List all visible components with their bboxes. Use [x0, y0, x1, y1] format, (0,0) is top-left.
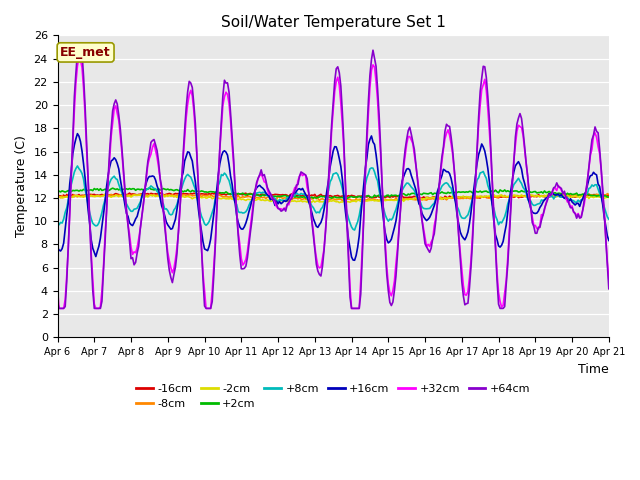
- -2cm: [544, 192, 552, 197]
- +64cm: [70, 94, 78, 99]
- -16cm: [605, 192, 612, 198]
- -2cm: [388, 197, 396, 203]
- -8cm: [539, 193, 547, 199]
- +64cm: [75, 44, 83, 50]
- +32cm: [70, 107, 78, 113]
- +16cm: [605, 238, 612, 243]
- -16cm: [54, 192, 61, 198]
- -16cm: [440, 196, 447, 202]
- +8cm: [389, 215, 397, 221]
- Title: Soil/Water Temperature Set 1: Soil/Water Temperature Set 1: [221, 15, 445, 30]
- +8cm: [69, 176, 77, 181]
- Line: -8cm: -8cm: [58, 193, 609, 201]
- +64cm: [389, 299, 397, 305]
- Line: +8cm: +8cm: [58, 166, 609, 230]
- Y-axis label: Temperature (C): Temperature (C): [15, 135, 28, 237]
- +32cm: [371, 64, 378, 70]
- +2cm: [605, 194, 612, 200]
- -8cm: [54, 194, 61, 200]
- +2cm: [401, 192, 409, 198]
- -16cm: [156, 190, 164, 196]
- +32cm: [55, 305, 63, 311]
- +8cm: [541, 197, 548, 203]
- +32cm: [605, 276, 612, 282]
- +64cm: [55, 305, 63, 311]
- +2cm: [145, 185, 153, 191]
- -16cm: [541, 194, 548, 200]
- -2cm: [369, 197, 377, 203]
- +16cm: [389, 231, 397, 237]
- +64cm: [371, 56, 378, 61]
- +8cm: [371, 169, 378, 175]
- +64cm: [401, 146, 409, 152]
- +16cm: [351, 257, 358, 263]
- +64cm: [54, 299, 61, 305]
- +32cm: [75, 54, 83, 60]
- +2cm: [343, 195, 351, 201]
- +64cm: [605, 286, 612, 292]
- -2cm: [156, 194, 164, 200]
- +64cm: [159, 206, 167, 212]
- +8cm: [401, 182, 409, 188]
- +2cm: [54, 189, 61, 194]
- Line: +2cm: +2cm: [58, 188, 609, 198]
- +2cm: [389, 193, 397, 199]
- +2cm: [69, 188, 77, 193]
- -8cm: [605, 192, 612, 197]
- +16cm: [158, 203, 166, 209]
- +32cm: [54, 286, 61, 292]
- -16cm: [400, 195, 408, 201]
- +32cm: [159, 207, 167, 213]
- -8cm: [69, 193, 77, 199]
- X-axis label: Time: Time: [578, 363, 609, 376]
- +2cm: [371, 192, 378, 198]
- -8cm: [375, 198, 383, 204]
- -16cm: [69, 192, 77, 197]
- Text: EE_met: EE_met: [60, 46, 111, 59]
- +8cm: [74, 163, 81, 169]
- +8cm: [605, 216, 612, 222]
- -16cm: [369, 195, 377, 201]
- +8cm: [351, 227, 358, 233]
- -2cm: [54, 193, 61, 199]
- +32cm: [541, 207, 548, 213]
- -8cm: [545, 191, 553, 196]
- +64cm: [541, 205, 548, 211]
- Legend: -16cm, -8cm, -2cm, +2cm, +8cm, +16cm, +32cm, +64cm: -16cm, -8cm, -2cm, +2cm, +8cm, +16cm, +3…: [131, 379, 535, 414]
- -8cm: [156, 193, 164, 199]
- -2cm: [400, 198, 408, 204]
- +2cm: [158, 187, 166, 192]
- Line: +64cm: +64cm: [58, 47, 609, 308]
- -8cm: [400, 196, 408, 202]
- -2cm: [69, 194, 77, 200]
- +16cm: [541, 197, 548, 203]
- Line: -16cm: -16cm: [58, 193, 609, 199]
- Line: -2cm: -2cm: [58, 194, 609, 203]
- -16cm: [158, 190, 166, 196]
- +8cm: [158, 201, 166, 206]
- Line: +32cm: +32cm: [58, 57, 609, 308]
- +32cm: [389, 288, 397, 293]
- -2cm: [605, 195, 612, 201]
- +16cm: [401, 170, 409, 176]
- -16cm: [388, 193, 396, 199]
- Line: +16cm: +16cm: [58, 133, 609, 260]
- +8cm: [54, 219, 61, 225]
- -2cm: [539, 194, 547, 200]
- -8cm: [388, 196, 396, 202]
- +2cm: [541, 188, 548, 194]
- +16cm: [74, 131, 81, 136]
- +16cm: [69, 151, 77, 156]
- +16cm: [54, 244, 61, 250]
- -8cm: [367, 197, 375, 203]
- -2cm: [335, 200, 343, 205]
- +32cm: [401, 153, 409, 158]
- +16cm: [371, 142, 378, 147]
